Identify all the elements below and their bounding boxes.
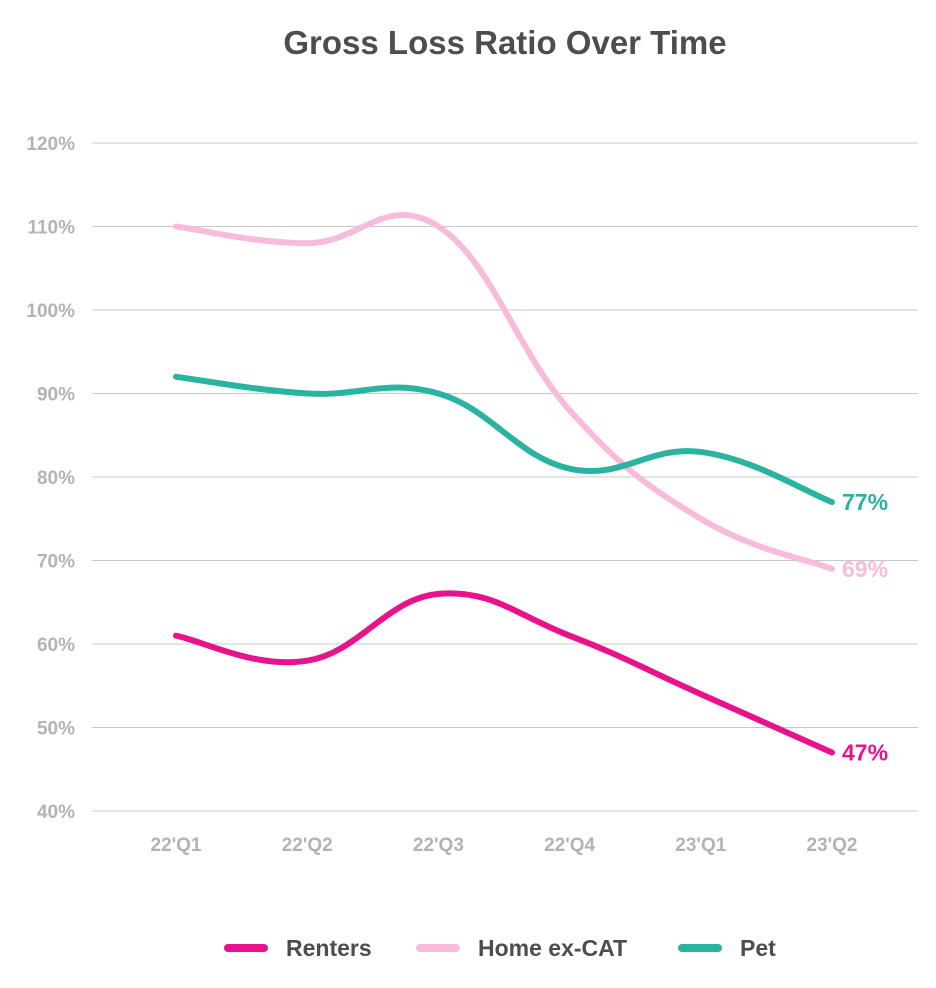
y-tick-label: 110%	[27, 218, 75, 239]
legend-label: Pet	[740, 935, 776, 961]
y-tick-label: 40%	[37, 802, 75, 823]
legend: Renters Home ex-CAT Pet	[224, 935, 776, 961]
x-tick-label: 23'Q1	[675, 835, 726, 856]
x-tick-label: 23'Q2	[807, 835, 858, 856]
legend-label: Renters	[286, 935, 372, 961]
y-tick-label: 80%	[37, 468, 75, 489]
end-label-pet: 77%	[842, 489, 888, 515]
x-tick-label: 22'Q3	[413, 835, 464, 856]
x-tick-label: 22'Q1	[151, 835, 202, 856]
series-end-labels: 47% 69% 77%	[842, 489, 888, 766]
y-axis-ticks: 40% 50% 60% 70% 80% 90% 100% 110% 120%	[26, 134, 75, 823]
y-tick-label: 60%	[37, 635, 75, 656]
x-tick-label: 22'Q4	[544, 835, 595, 856]
series-line-home-ex-cat	[173, 212, 835, 572]
y-tick-label: 120%	[26, 134, 75, 155]
y-tick-label: 50%	[37, 719, 75, 740]
end-label-renters: 47%	[842, 740, 888, 766]
series-line-pet	[173, 373, 835, 506]
y-tick-label: 70%	[37, 552, 75, 573]
y-tick-label: 100%	[26, 301, 75, 322]
y-tick-label: 90%	[37, 385, 75, 406]
legend-label: Home ex-CAT	[478, 935, 627, 961]
series-lines	[173, 212, 835, 756]
x-tick-label: 22'Q2	[282, 835, 333, 856]
end-label-home-ex-cat: 69%	[842, 556, 888, 582]
series-line-renters	[173, 590, 835, 756]
gridlines	[92, 142, 918, 812]
chart-title: Gross Loss Ratio Over Time	[283, 24, 726, 61]
x-axis-ticks: 22'Q1 22'Q2 22'Q3 22'Q4 23'Q1 23'Q2	[151, 835, 858, 856]
